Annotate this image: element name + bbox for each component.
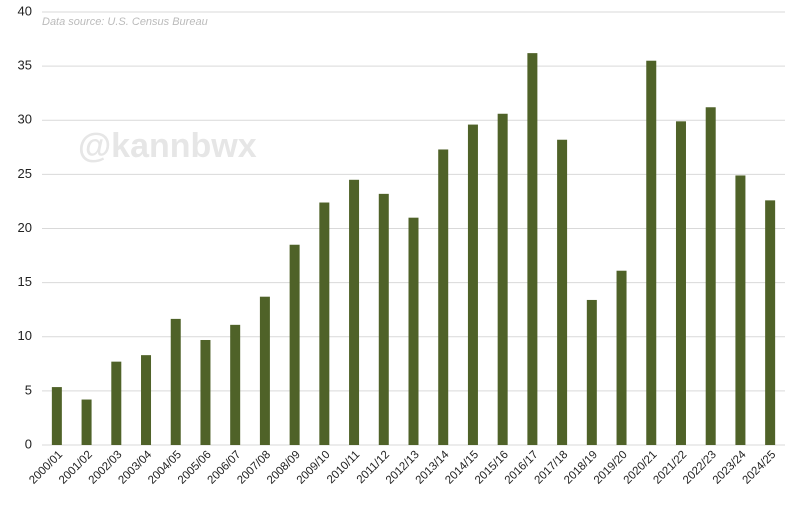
bar	[170, 318, 181, 445]
bar	[111, 361, 122, 445]
bar	[557, 139, 568, 446]
bar	[81, 399, 92, 445]
bar	[616, 270, 627, 445]
bar	[735, 175, 746, 445]
y-tick-label: 5	[25, 382, 32, 397]
bar	[675, 121, 686, 446]
bar	[319, 202, 330, 445]
bar	[527, 53, 538, 445]
bar	[259, 296, 270, 445]
bar	[467, 124, 478, 445]
subtitle: Data source: U.S. Census Bureau	[42, 16, 208, 28]
y-tick-label: 25	[18, 166, 32, 181]
x-tick-label: 2009/10	[295, 449, 333, 487]
bar	[705, 107, 716, 445]
bar	[289, 244, 300, 445]
bar	[408, 217, 419, 445]
y-tick-label: 10	[18, 328, 32, 343]
bar	[378, 193, 389, 445]
y-tick-label: 20	[18, 220, 32, 235]
bar	[646, 60, 657, 446]
bar	[200, 339, 211, 445]
y-tick-label: 35	[18, 58, 32, 73]
bar	[586, 299, 597, 445]
bar	[497, 113, 508, 445]
bar	[141, 355, 152, 445]
x-tick-label: 2024/25	[741, 449, 779, 487]
bar	[349, 179, 360, 445]
bar	[438, 149, 449, 446]
bar	[230, 324, 241, 445]
bar	[51, 387, 62, 445]
y-tick-label: 15	[18, 274, 32, 289]
bar	[765, 200, 776, 445]
y-tick-label: 40	[18, 3, 32, 18]
y-tick-label: 30	[18, 112, 32, 127]
watermark: @kannbwx	[78, 127, 257, 165]
y-tick-label: 0	[25, 436, 32, 451]
